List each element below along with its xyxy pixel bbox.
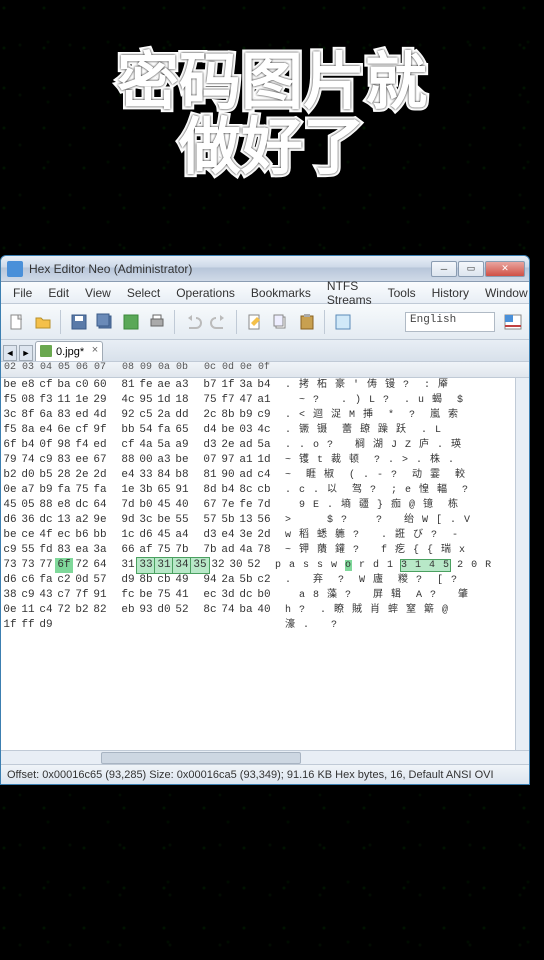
ascii-column: . c . 以 驾 ? ; e 惶 輻 ? <box>285 483 469 498</box>
hex-row[interactable]: 450588e8dc647db04540677efe7d 9 E . 墒 疆 }… <box>1 498 529 513</box>
menu-operations[interactable]: Operations <box>168 284 243 302</box>
hex-row[interactable]: bece4fecb6bb1cd645a4d3e43e2dw 稻 蟋 軈 ? . … <box>1 528 529 543</box>
edit-icon[interactable] <box>243 310 267 334</box>
close-button[interactable]: ✕ <box>485 261 525 277</box>
menu-bookmarks[interactable]: Bookmarks <box>243 284 319 302</box>
ascii-column: . 拷 柘 豪 ' 俦 镘 ? : 厣 <box>285 378 449 393</box>
ascii-column: ~ 镬 t 裁 顿 ? . > . 株 . <box>285 453 455 468</box>
tab-label: 0.jpg* <box>56 346 84 358</box>
ascii-column: > $ ? ? 绐 W [ . V <box>285 513 471 528</box>
file-tab[interactable]: 0.jpg* × <box>35 341 103 361</box>
menu-view[interactable]: View <box>77 284 119 302</box>
undo-icon[interactable] <box>181 310 205 334</box>
ascii-column: . . o ? 榈 湖 J Z 庐 . 瑛 <box>285 438 462 453</box>
flag-icon[interactable] <box>501 310 525 334</box>
status-bar: Offset: 0x00016c65 (93,285) Size: 0x0001… <box>1 764 529 784</box>
ascii-column: . < 迴 浞 M 挿 * ? 嵐 索 <box>285 408 459 423</box>
ascii-column: ~ 钾 藬 鑵 ? f 疙 { { 瑞 x <box>285 543 466 558</box>
title-bar[interactable]: Hex Editor Neo (Administrator) ─ ▭ ✕ <box>1 256 529 282</box>
hex-row[interactable]: c955fd83ea3a66af757b7bad4a78~ 钾 藬 鑵 ? f … <box>1 543 529 558</box>
menu-select[interactable]: Select <box>119 284 168 302</box>
overlay-line-1: 密码图片就 <box>0 50 544 115</box>
status-text: Offset: 0x00016c65 (93,285) Size: 0x0001… <box>7 769 494 781</box>
ascii-column: a 8 藻 ? 屏 辑 A ? 肇 <box>285 588 469 603</box>
hex-row[interactable]: bee8cfbac06081feaea3b71f3ab4. 拷 柘 豪 ' 俦 … <box>1 378 529 393</box>
paste-icon[interactable] <box>295 310 319 334</box>
ascii-column: h ? . 瞭 賊 肖 蟀 窒 簛 @ <box>285 603 449 618</box>
print-icon[interactable] <box>145 310 169 334</box>
toolbar: English <box>1 304 529 340</box>
tool-extra-icon[interactable] <box>331 310 355 334</box>
hex-row[interactable]: 7373776f72643133313435323052p a s s w o … <box>1 558 529 573</box>
tab-close-icon[interactable]: × <box>92 344 98 356</box>
minimize-button[interactable]: ─ <box>431 261 457 277</box>
copy-icon[interactable] <box>269 310 293 334</box>
file-type-icon <box>40 345 52 357</box>
save-all-icon[interactable] <box>93 310 117 334</box>
redo-icon[interactable] <box>207 310 231 334</box>
hex-row[interactable]: d6c6fac20d57d98bcb49942a5bc2. 弃 ? W 廬 糉 … <box>1 573 529 588</box>
hex-row[interactable]: 0e11c472b282eb93d0528c74ba40h ? . 瞭 賊 肖 … <box>1 603 529 618</box>
ascii-column: 濠 . ? <box>285 618 338 633</box>
overlay-caption: 密码图片就 做好了 <box>0 50 544 180</box>
hex-row[interactable]: f58ae46ecf9fbb54fa65d4be034c. 镢 镊 蕾 镽 躁 … <box>1 423 529 438</box>
open-file-icon[interactable] <box>31 310 55 334</box>
new-file-icon[interactable] <box>5 310 29 334</box>
overlay-line-2: 做好了 <box>0 115 544 180</box>
save-icon[interactable] <box>67 310 91 334</box>
window-title: Hex Editor Neo (Administrator) <box>29 262 431 276</box>
tab-bar: ◄ ► 0.jpg* × <box>1 340 529 362</box>
hex-row[interactable]: 7974c983ee678800a3be0797a11d~ 镬 t 裁 顿 ? … <box>1 453 529 468</box>
ascii-column: p a s s w o r d 1 3 1 4 5 2 0 R <box>275 558 492 573</box>
hex-column-header: 02030405060708090a0b0c0d0e0f <box>1 362 529 378</box>
hex-viewer[interactable]: 02030405060708090a0b0c0d0e0f bee8cfbac06… <box>1 362 529 750</box>
save-as-icon[interactable] <box>119 310 143 334</box>
ascii-column: ~ ? . ) L ? . u 蝎 $ <box>285 393 464 408</box>
vertical-scrollbar[interactable] <box>515 378 529 750</box>
tab-prev-icon[interactable]: ◄ <box>3 345 17 361</box>
hex-editor-window: Hex Editor Neo (Administrator) ─ ▭ ✕ Fil… <box>0 255 530 785</box>
hex-row[interactable]: b2d0b5282e2de43384b88190adc4~ 睚 椒 ( . - … <box>1 468 529 483</box>
hex-row[interactable]: 6fb40f98f4edcf4a5aa9d32ead5a. . o ? 榈 湖 … <box>1 438 529 453</box>
horizontal-scrollbar[interactable] <box>1 750 529 764</box>
ascii-column: w 稻 蟋 軈 ? . 誑 び ? - <box>285 528 459 543</box>
tab-next-icon[interactable]: ► <box>19 345 33 361</box>
menu-bar: File Edit View Select Operations Bookmar… <box>1 282 529 304</box>
ascii-column: 9 E . 墒 疆 } 痂 @ 镱 栋 <box>285 498 459 513</box>
language-selector[interactable]: English <box>405 312 495 332</box>
maximize-button[interactable]: ▭ <box>458 261 484 277</box>
ascii-column: ~ 睚 椒 ( . - ? 动 霎 較 <box>285 468 466 483</box>
hex-row[interactable]: f508f3111e294c951d1875f747a1 ~ ? . ) L ?… <box>1 393 529 408</box>
hex-row[interactable]: 0ea7b9fa75fa1e3b65918db48ccb. c . 以 驾 ? … <box>1 483 529 498</box>
hex-body[interactable]: bee8cfbac06081feaea3b71f3ab4. 拷 柘 豪 ' 俦 … <box>1 378 529 750</box>
menu-tools[interactable]: Tools <box>380 284 424 302</box>
hex-row[interactable]: 3c8f6a83ed4d92c52add2c8bb9c9. < 迴 浞 M 挿 … <box>1 408 529 423</box>
app-icon <box>7 261 23 277</box>
ascii-column: . 镢 镊 蕾 镽 躁 跃 . L <box>285 423 442 438</box>
menu-file[interactable]: File <box>5 284 40 302</box>
hex-row[interactable]: 1fffd9 濠 . ? <box>1 618 529 633</box>
hex-row[interactable]: d636dc13a29e9d3cbe55575b1356> $ ? ? 绐 W … <box>1 513 529 528</box>
ascii-column: . 弃 ? W 廬 糉 ? [ ? <box>285 573 458 588</box>
menu-window[interactable]: Window <box>477 284 536 302</box>
menu-history[interactable]: History <box>424 284 477 302</box>
menu-edit[interactable]: Edit <box>40 284 77 302</box>
hex-row[interactable]: 38c943c77f91fcbe7541ec3ddcb0 a 8 藻 ? 屏 辑… <box>1 588 529 603</box>
